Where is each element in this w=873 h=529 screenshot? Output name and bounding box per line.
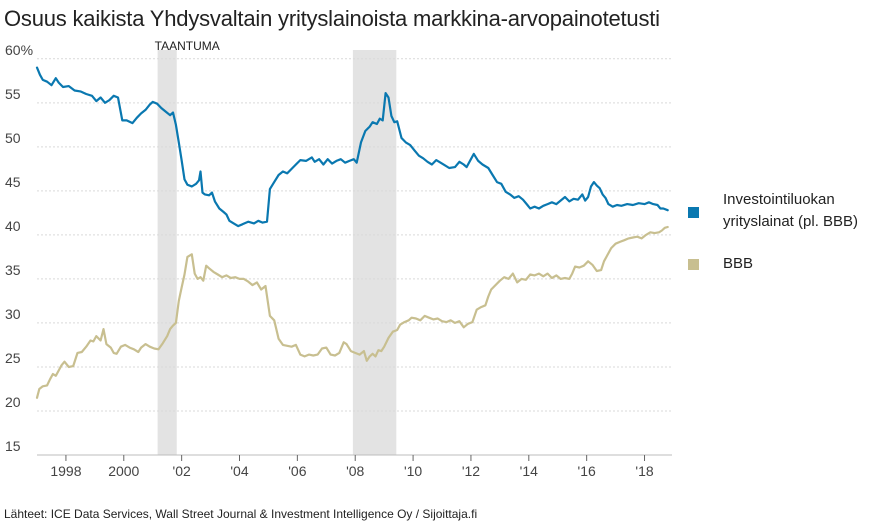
x-tick-label: '16 bbox=[578, 463, 596, 479]
legend-swatch-bbb bbox=[688, 259, 699, 270]
y-tick-label: 35 bbox=[5, 262, 21, 278]
y-tick-label: 25 bbox=[5, 350, 21, 366]
y-axis-ticks: 60% 55 50 45 40 35 30 25 20 15 bbox=[5, 42, 33, 454]
x-tick-label: 2000 bbox=[108, 463, 139, 479]
legend-label-bbb: BBB bbox=[723, 255, 754, 272]
legend-label-investment-grade-line2: yrityslainat (pl. BBB) bbox=[723, 213, 859, 230]
series-line-bbb bbox=[35, 225, 669, 399]
x-axis-ticks: 1998 2000 '02 '04 '06 '08 '10 '12 '14 '16 '18 bbox=[50, 455, 654, 479]
x-tick-label: '08 bbox=[346, 463, 364, 479]
y-tick-label: 30 bbox=[5, 306, 21, 322]
y-tick-label: 50 bbox=[5, 130, 21, 146]
y-tick-label: 45 bbox=[5, 174, 21, 190]
legend-swatch-investment-grade bbox=[688, 207, 699, 218]
y-tick-label: 15 bbox=[5, 438, 21, 454]
recession-label: TAANTUMA bbox=[155, 39, 220, 53]
series-line-investment-grade bbox=[35, 66, 669, 228]
x-tick-label: '18 bbox=[635, 463, 653, 479]
legend-label-investment-grade-line1: Investointiluokan bbox=[723, 191, 835, 208]
y-tick-label: 40 bbox=[5, 218, 21, 234]
source-note: Lähteet: ICE Data Services, Wall Street … bbox=[4, 507, 478, 521]
grid-lines bbox=[37, 58, 672, 456]
y-tick-label: 55 bbox=[5, 86, 21, 102]
x-tick-label: '02 bbox=[173, 463, 191, 479]
y-tick-label: 20 bbox=[5, 394, 21, 410]
recession-band-1 bbox=[352, 50, 397, 455]
x-tick-label: '12 bbox=[462, 463, 480, 479]
x-tick-label: '04 bbox=[230, 463, 248, 479]
x-tick-label: '10 bbox=[404, 463, 422, 479]
recession-band-0 bbox=[157, 50, 177, 455]
x-tick-label: 1998 bbox=[50, 463, 81, 479]
x-tick-label: '06 bbox=[288, 463, 306, 479]
series-lines bbox=[35, 66, 669, 399]
chart-title: Osuus kaikista Yhdysvaltain yrityslainoi… bbox=[4, 6, 660, 31]
y-tick-label: 60% bbox=[5, 42, 33, 58]
x-tick-label: '14 bbox=[520, 463, 538, 479]
recession-bands: TAANTUMA bbox=[155, 39, 397, 455]
